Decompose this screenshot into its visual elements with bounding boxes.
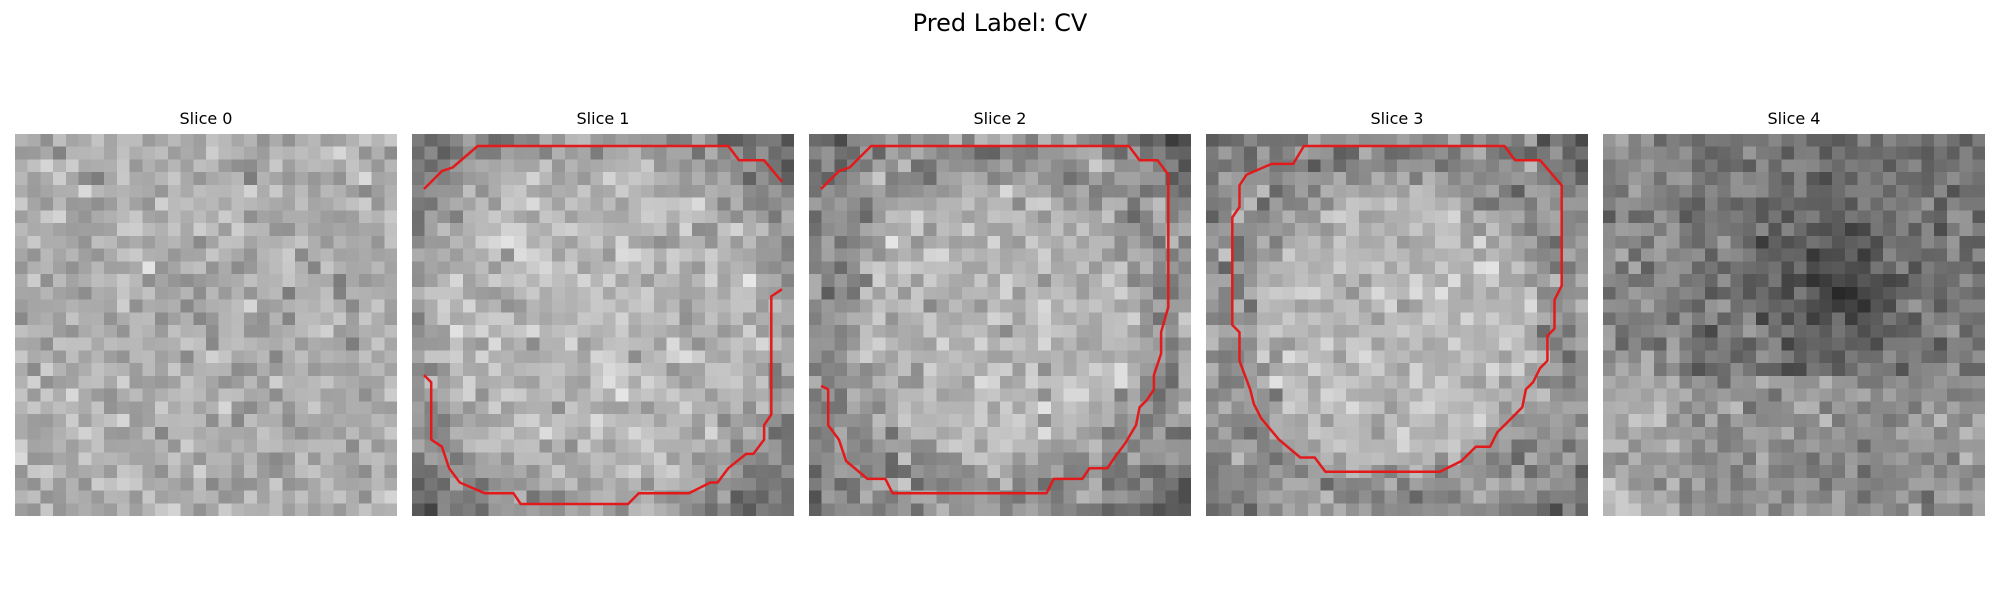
slice-image — [1206, 134, 1588, 516]
segmentation-contour — [1231, 144, 1563, 474]
contour-line — [423, 288, 783, 506]
slice-image — [15, 134, 397, 516]
slice-title: Slice 1 — [576, 109, 630, 128]
slice-panel-1: Slice 1 — [412, 108, 794, 520]
slice-title: Slice 4 — [1767, 109, 1821, 128]
slice-title: Slice 2 — [973, 109, 1027, 128]
slice-panel-0: Slice 0 — [15, 108, 397, 520]
slice-panel-2: Slice 2 — [809, 108, 1191, 520]
slice-panel-3: Slice 3 — [1206, 108, 1588, 520]
slice-image — [809, 134, 1191, 516]
slice-image — [1603, 134, 1985, 516]
slice-title: Slice 3 — [1370, 109, 1424, 128]
figure-title: Pred Label: CV — [912, 9, 1088, 37]
slice-title: Slice 0 — [179, 109, 233, 128]
contour-line — [423, 144, 783, 190]
contour-line — [820, 144, 1170, 495]
slice-panel-4: Slice 4 — [1603, 108, 1985, 520]
segmentation-contour — [820, 144, 1170, 495]
slice-image — [412, 134, 794, 516]
segmentation-contour — [423, 144, 783, 506]
contour-line — [1231, 144, 1563, 474]
